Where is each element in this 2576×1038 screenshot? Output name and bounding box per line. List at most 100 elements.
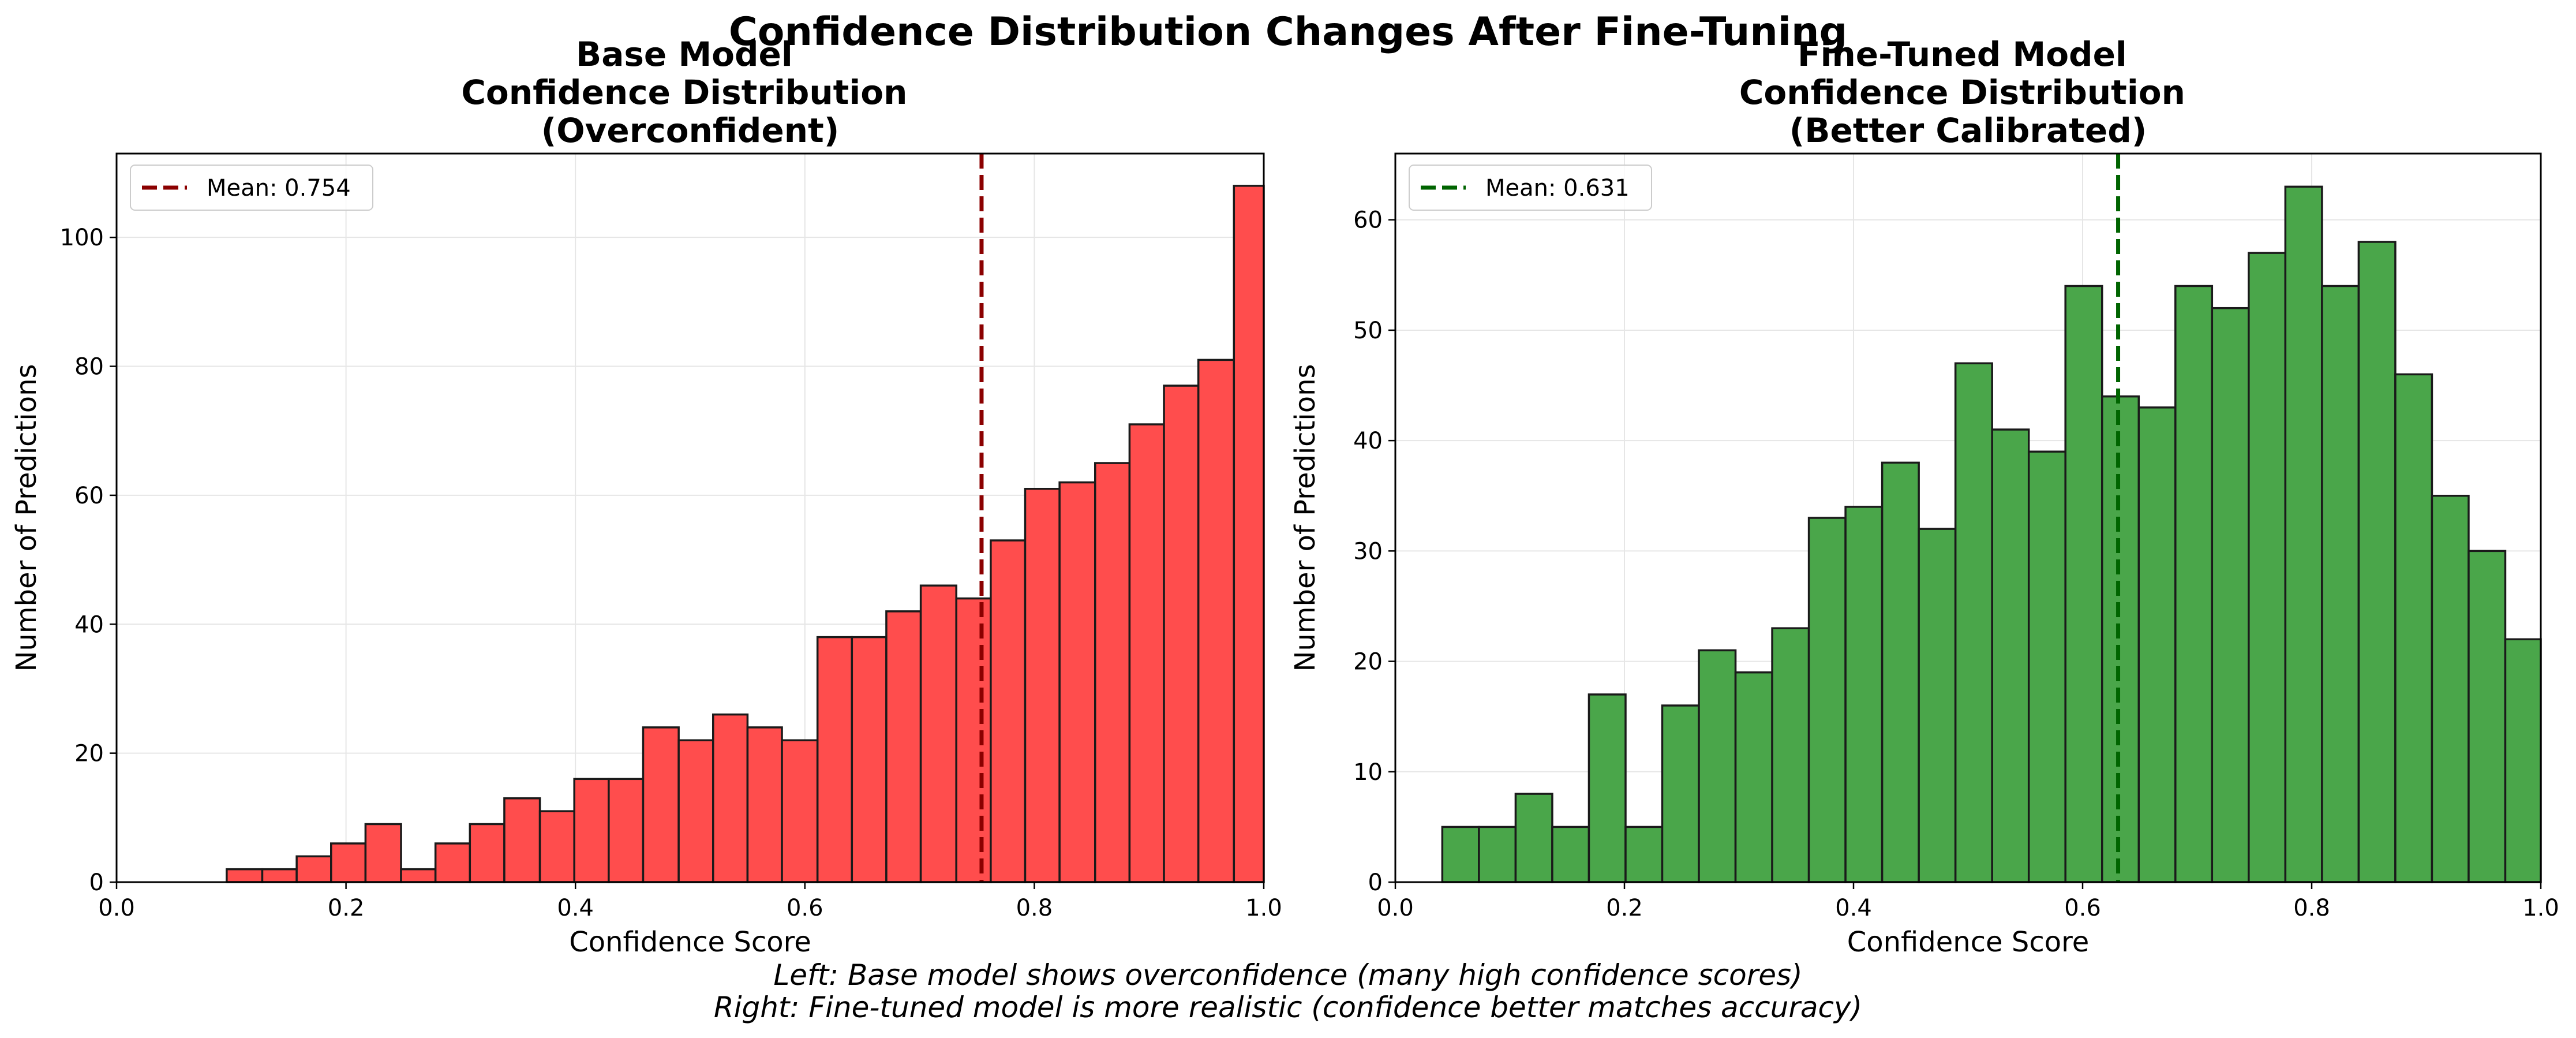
fine-tuned-model-y-tick-label-4: 40 (1353, 428, 1383, 454)
base-model-y-tick-label-5: 100 (60, 225, 104, 251)
fine-tuned-model-bar-9 (1771, 627, 1810, 883)
fine-tuned-model-bar-22 (2248, 252, 2287, 883)
base-model-x-tick-label-4: 0.8 (1016, 895, 1053, 921)
fine-tuned-model-bar-2 (1514, 793, 1553, 883)
fine-tuned-model-bar-29 (2504, 638, 2542, 883)
base-model-bar-12 (642, 726, 680, 883)
fine-tuned-model-bar-24 (2321, 285, 2360, 883)
base-model-y-axis-label: Number of Predictions (10, 364, 43, 671)
base-model-y-tick-label-2: 40 (74, 611, 104, 638)
fine-tuned-model-bar-3 (1551, 826, 1590, 883)
fine-tuned-model-bar-20 (2174, 285, 2214, 883)
fine-tuned-model-bar-18 (2101, 395, 2140, 883)
base-model-bar-10 (573, 778, 610, 883)
fine-tuned-model-bar-6 (1661, 704, 1700, 883)
base-model-bar-18 (851, 636, 888, 883)
fine-tuned-model-bar-5 (1624, 826, 1664, 883)
fine-tuned-model-bar-14 (1954, 362, 1993, 883)
fine-tuned-model-title-line-1: Fine-Tuned Model (1798, 35, 2127, 74)
base-model-legend-label: Mean: 0.754 (207, 175, 351, 201)
base-model-title-line-2: Confidence Distribution (461, 73, 907, 112)
fine-tuned-model-bar-19 (2137, 406, 2177, 883)
fine-tuned-model-title: Fine-Tuned Model Confidence Distribution… (1739, 35, 2197, 150)
base-model-bar-13 (677, 739, 714, 883)
fine-tuned-model-bar-21 (2211, 307, 2250, 883)
base-model-title-line-1: Base Model (576, 35, 793, 74)
fine-tuned-model-bar-23 (2284, 185, 2323, 883)
fine-tuned-model-x-tick-label-0: 0.0 (1377, 895, 1414, 921)
fine-tuned-model-bar-25 (2357, 241, 2397, 883)
base-model-y-ticks: 0 20 40 60 80 100 (60, 225, 117, 896)
base-model-bar-17 (816, 636, 853, 883)
fine-tuned-model-y-ticks: 0 10 20 30 40 50 60 (1353, 207, 1395, 896)
base-model-bar-14 (712, 713, 749, 883)
fine-tuned-model-y-tick-label-5: 50 (1353, 318, 1383, 344)
base-model-y-tick-label-3: 60 (74, 483, 104, 509)
fine-tuned-model-x-tick-label-3: 0.6 (2064, 895, 2101, 921)
base-model-bar-24 (1058, 481, 1096, 883)
fine-tuned-model-bar-12 (1881, 461, 1920, 883)
base-model-legend: Mean: 0.754 (130, 165, 373, 211)
fine-tuned-model-x-ticks: 0.0 0.2 0.4 0.6 0.8 1.0 (1377, 882, 2559, 921)
base-model-bar-21 (955, 597, 992, 883)
fine-tuned-model-bar-28 (2468, 550, 2507, 883)
fine-tuned-model-bar-11 (1844, 506, 1884, 883)
fine-tuned-model-bar-10 (1807, 517, 1847, 883)
fine-tuned-model-y-tick-label-6: 60 (1353, 207, 1383, 234)
fine-tuned-model-title-line-3: (Better Calibrated) (1789, 111, 2147, 150)
base-model-x-ticks: 0.0 0.2 0.4 0.6 0.8 1.0 (98, 882, 1282, 921)
base-model-bar-19 (885, 610, 922, 883)
fine-tuned-model-chart: 0.0 0.2 0.4 0.6 0.8 1.0 0 10 20 30 40 50 60 Fine-Tu… (1289, 35, 2559, 958)
fine-tuned-model-x-tick-label-4: 0.8 (2293, 895, 2330, 921)
base-model-bar-16 (781, 739, 819, 883)
fine-tuned-model-title-line-2: Confidence Distribution (1739, 73, 2185, 112)
fine-tuned-model-bar-13 (1918, 528, 1957, 883)
base-model-bar-11 (608, 778, 645, 883)
fine-tuned-model-x-tick-label-1: 0.2 (1606, 895, 1643, 921)
fine-tuned-model-bar-8 (1734, 671, 1773, 883)
base-model-bar-28 (1197, 359, 1235, 883)
base-model-title-line-3: (Overconfident) (541, 111, 839, 150)
fine-tuned-model-x-axis-label: Confidence Score (1847, 926, 2090, 958)
base-model-bar-6 (434, 842, 471, 883)
fine-tuned-model-bar-7 (1698, 649, 1737, 883)
base-model-bar-3 (330, 842, 367, 883)
base-model-y-tick-label-1: 20 (74, 741, 104, 767)
base-model-bar-22 (990, 539, 1027, 883)
base-model-x-tick-label-3: 0.6 (787, 895, 823, 921)
base-model-bar-5 (400, 868, 437, 883)
caption-line-1: Left: Base model shows overconfidence (m… (773, 958, 1802, 992)
base-model-x-tick-label-1: 0.2 (328, 895, 365, 921)
base-model-bar-20 (919, 584, 957, 883)
base-model-bar-25 (1094, 462, 1131, 883)
fine-tuned-model-y-tick-label-0: 0 (1368, 869, 1383, 896)
base-model-x-tick-label-5: 1.0 (1245, 895, 1282, 921)
base-model-x-tick-label-2: 0.4 (557, 895, 594, 921)
fine-tuned-model-bar-0 (1441, 826, 1480, 883)
fine-tuned-model-bar-15 (1991, 428, 2030, 883)
fine-tuned-model-legend: Mean: 0.631 (1409, 165, 1652, 211)
fine-tuned-model-x-tick-label-2: 0.4 (1835, 895, 1872, 921)
fine-tuned-model-x-tick-label-5: 1.0 (2522, 895, 2559, 921)
base-model-bar-15 (746, 726, 783, 883)
base-model-legend-box (130, 165, 373, 211)
base-model-y-tick-label-4: 80 (74, 354, 104, 380)
base-model-plot-frame (115, 152, 1265, 883)
base-model-bar-9 (538, 810, 575, 883)
fine-tuned-model-bar-1 (1478, 826, 1517, 883)
base-model-bar-2 (295, 855, 332, 883)
fine-tuned-model-bar-4 (1587, 693, 1627, 883)
fine-tuned-model-y-tick-label-2: 20 (1353, 649, 1383, 675)
base-model-x-axis-label: Confidence Score (569, 926, 811, 958)
fine-tuned-model-y-tick-label-3: 30 (1353, 538, 1383, 565)
base-model-bar-1 (261, 868, 298, 883)
base-model-bar-27 (1163, 384, 1200, 883)
base-model-chart: 0.0 0.2 0.4 0.6 0.8 1.0 0 20 40 60 80 100 Base Mod… (10, 35, 1282, 958)
base-model-y-tick-label-0: 0 (89, 869, 104, 896)
fine-tuned-model-bar-26 (2394, 373, 2433, 883)
fine-tuned-model-bars (1441, 185, 2542, 883)
base-model-bar-23 (1024, 487, 1061, 883)
fine-tuned-model-y-tick-label-1: 10 (1353, 759, 1383, 786)
base-model-bar-29 (1233, 185, 1265, 883)
